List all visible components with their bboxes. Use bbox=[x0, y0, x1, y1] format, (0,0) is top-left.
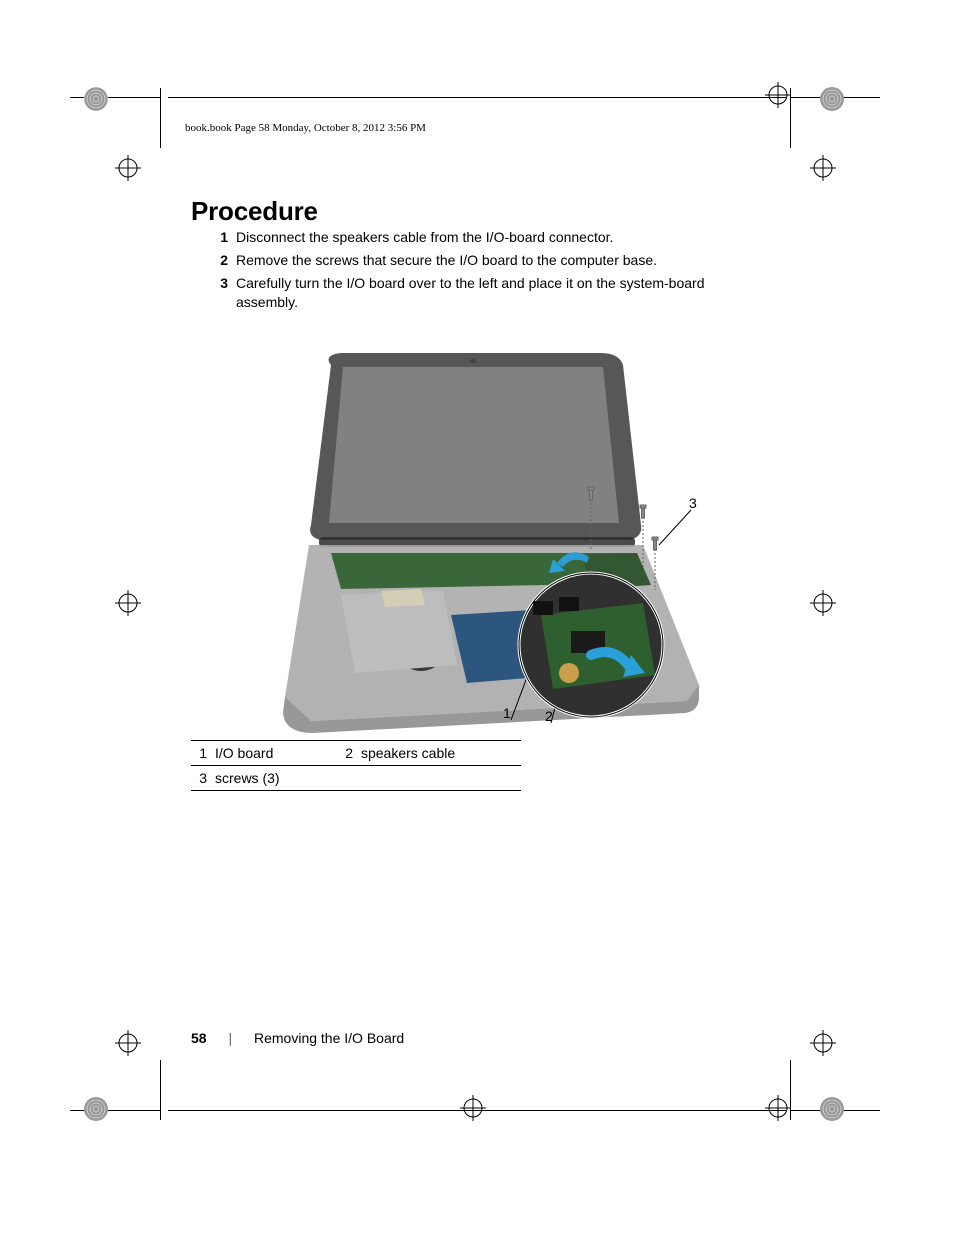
corner-dot bbox=[82, 1095, 110, 1123]
procedure-steps: 1 Disconnect the speakers cable from the… bbox=[204, 228, 764, 316]
registration-mark bbox=[810, 155, 836, 181]
registration-mark bbox=[765, 82, 791, 108]
corner-dot bbox=[818, 85, 846, 113]
registration-mark bbox=[810, 590, 836, 616]
step-text: Disconnect the speakers cable from the I… bbox=[236, 228, 613, 247]
legend-row: 1 I/O board 2 speakers cable bbox=[191, 741, 521, 766]
crop-left-lower bbox=[160, 1060, 161, 1120]
figure-legend: 1 I/O board 2 speakers cable 3 screws (3… bbox=[191, 740, 521, 791]
step-text: Remove the screws that secure the I/O bo… bbox=[236, 251, 657, 270]
running-head: book.book Page 58 Monday, October 8, 201… bbox=[185, 122, 426, 134]
registration-mark bbox=[765, 1095, 791, 1121]
page: book.book Page 58 Monday, October 8, 201… bbox=[0, 0, 954, 1235]
registration-mark bbox=[115, 590, 141, 616]
legend-label: I/O board bbox=[213, 741, 337, 766]
legend-row: 3 screws (3) bbox=[191, 766, 521, 791]
step-number: 3 bbox=[204, 274, 236, 312]
legend-label: screws (3) bbox=[213, 766, 337, 791]
corner-dot bbox=[82, 85, 110, 113]
crop-left-upper bbox=[160, 88, 161, 148]
step-text: Carefully turn the I/O board over to the… bbox=[236, 274, 764, 312]
callout-1: 1 bbox=[503, 705, 511, 721]
step-2: 2 Remove the screws that secure the I/O … bbox=[204, 251, 764, 270]
page-number: 58 bbox=[191, 1030, 207, 1046]
callout-3: 3 bbox=[689, 495, 697, 511]
registration-mark bbox=[460, 1095, 486, 1121]
registration-mark bbox=[115, 155, 141, 181]
registration-mark bbox=[115, 1030, 141, 1056]
legend-label: speakers cable bbox=[359, 741, 521, 766]
legend-num: 1 bbox=[191, 741, 213, 766]
laptop-illustration bbox=[271, 345, 701, 735]
step-3: 3 Carefully turn the I/O board over to t… bbox=[204, 274, 764, 312]
page-footer: 58 | Removing the I/O Board bbox=[191, 1030, 404, 1046]
chapter-title: Removing the I/O Board bbox=[254, 1030, 404, 1046]
corner-dot bbox=[818, 1095, 846, 1123]
registration-mark bbox=[810, 1030, 836, 1056]
legend-num: 3 bbox=[191, 766, 213, 791]
step-number: 2 bbox=[204, 251, 236, 270]
step-1: 1 Disconnect the speakers cable from the… bbox=[204, 228, 764, 247]
callout-2: 2 bbox=[545, 708, 553, 724]
step-number: 1 bbox=[204, 228, 236, 247]
footer-separator: | bbox=[210, 1030, 250, 1046]
legend-num: 2 bbox=[337, 741, 359, 766]
crop-top bbox=[168, 97, 786, 98]
figure: 1 2 3 bbox=[191, 335, 711, 735]
section-heading: Procedure bbox=[191, 196, 318, 227]
